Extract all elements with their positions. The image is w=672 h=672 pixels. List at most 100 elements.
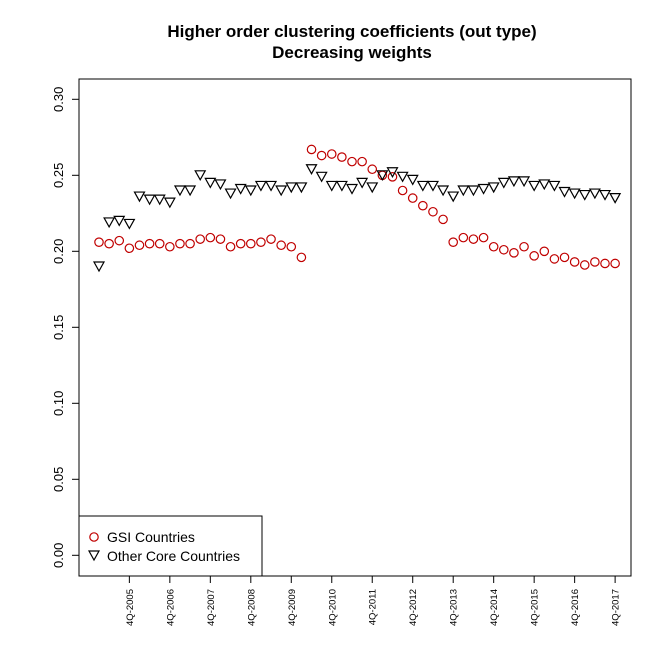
gsi-point: [539, 246, 550, 257]
gsi-point: [235, 238, 246, 249]
gsi-point: [559, 252, 570, 263]
other-core-point: [214, 179, 227, 191]
x-tick-label: 4Q-2006: [165, 589, 176, 626]
other-core-point: [123, 218, 136, 230]
x-tick-label: 4Q-2008: [246, 589, 257, 626]
other-core-point: [315, 171, 328, 183]
other-core-point: [568, 188, 581, 200]
y-tick-label: 0.05: [51, 467, 66, 492]
gsi-point: [94, 237, 104, 247]
other-core-point: [254, 180, 267, 192]
gsi-point: [165, 241, 175, 252]
other-core-point: [447, 191, 460, 203]
other-core-point: [345, 183, 359, 195]
gsi-point: [498, 244, 509, 255]
other-core-point: [548, 180, 561, 192]
y-tick-label: 0.30: [51, 87, 66, 112]
other-core-point: [173, 185, 186, 197]
gsi-point: [418, 200, 428, 211]
x-tick-label: 4Q-2016: [570, 589, 581, 626]
chart-title: Higher order clustering coefficients (ou…: [167, 22, 536, 41]
other-core-point: [558, 186, 571, 198]
other-core-point: [265, 180, 278, 192]
other-core-point: [507, 176, 520, 188]
other-core-point: [325, 180, 338, 192]
other-core-point: [305, 164, 318, 175]
x-tick-label: 4Q-2007: [206, 589, 217, 626]
x-tick-label: 4Q-2017: [611, 589, 622, 626]
other-core-point: [184, 185, 197, 197]
legend-triangle-marker: [87, 550, 101, 562]
x-tick-label: 4Q-2005: [125, 589, 136, 626]
legend: GSI Countries Other Core Countries: [78, 515, 263, 577]
other-core-point: [598, 189, 612, 201]
x-tick-label: 4Q-2015: [530, 589, 541, 626]
gsi-point: [448, 237, 458, 247]
other-core-point: [244, 185, 257, 197]
data-points: [92, 144, 622, 273]
plot-frame: [78, 78, 632, 577]
gsi-point: [266, 234, 276, 244]
gsi-point: [124, 243, 135, 254]
other-core-point: [163, 197, 176, 209]
other-core-point: [335, 180, 348, 192]
other-core-point: [437, 185, 450, 197]
x-tick-label: 4Q-2010: [327, 589, 338, 626]
gsi-point: [579, 260, 590, 270]
legend-label-gsi: GSI Countries: [107, 529, 195, 545]
other-core-point: [234, 183, 247, 195]
other-core-point: [477, 183, 490, 195]
other-core-point: [194, 170, 207, 182]
gsi-point: [296, 252, 307, 263]
gsi-point: [488, 241, 499, 252]
other-core-point: [518, 176, 531, 188]
y-tick-label: 0.00: [51, 543, 66, 568]
gsi-point: [610, 258, 620, 269]
gsi-point: [185, 238, 195, 249]
other-core-point: [609, 193, 622, 204]
gsi-point: [600, 258, 610, 269]
other-core-point: [285, 182, 298, 194]
other-core-point: [153, 194, 166, 206]
gsi-point: [529, 251, 539, 261]
gsi-point: [438, 214, 448, 225]
other-core-point: [356, 177, 369, 189]
gsi-point: [407, 193, 418, 203]
legend-circle-marker: [89, 532, 99, 542]
gsi-point: [468, 234, 479, 244]
x-tick-label: 4Q-2013: [449, 589, 460, 626]
gsi-point: [428, 206, 438, 217]
gsi-point: [144, 238, 155, 249]
x-axis: 4Q-2005 4Q-2006 4Q-2007 4Q-2008 4Q-2009 4Q-20…: [125, 575, 622, 626]
gsi-point: [205, 232, 216, 243]
other-core-point: [416, 180, 429, 192]
gsi-point: [590, 257, 600, 267]
y-tick-label: 0.15: [51, 315, 66, 340]
other-core-point: [487, 182, 500, 194]
gsi-point: [326, 149, 337, 159]
x-tick-label: 4Q-2014: [489, 589, 500, 626]
gsi-point: [569, 257, 580, 267]
gsi-point: [509, 248, 519, 258]
gsi-point: [367, 164, 378, 175]
x-tick-label: 4Q-2011: [368, 589, 379, 625]
other-core-point: [386, 167, 399, 178]
x-tick-label: 4Q-2009: [287, 589, 298, 626]
legend-label-other-core: Other Core Countries: [107, 548, 240, 564]
other-core-point: [113, 215, 126, 227]
other-core-point: [588, 188, 601, 200]
other-core-point: [376, 170, 389, 182]
gsi-point: [225, 241, 236, 252]
gsi-point: [478, 232, 489, 243]
gsi-point: [256, 237, 266, 247]
other-core-point: [133, 191, 146, 203]
y-axis: 0.00 0.05 0.10 0.15 0.20 0.25 0.30: [51, 87, 80, 568]
gsi-point: [246, 238, 256, 249]
other-core-point: [275, 185, 288, 197]
other-core-point: [224, 188, 237, 200]
other-core-point: [457, 185, 470, 197]
gsi-point: [316, 150, 327, 161]
chart-subtitle: Decreasing weights: [272, 43, 432, 62]
other-core-point: [497, 177, 510, 189]
